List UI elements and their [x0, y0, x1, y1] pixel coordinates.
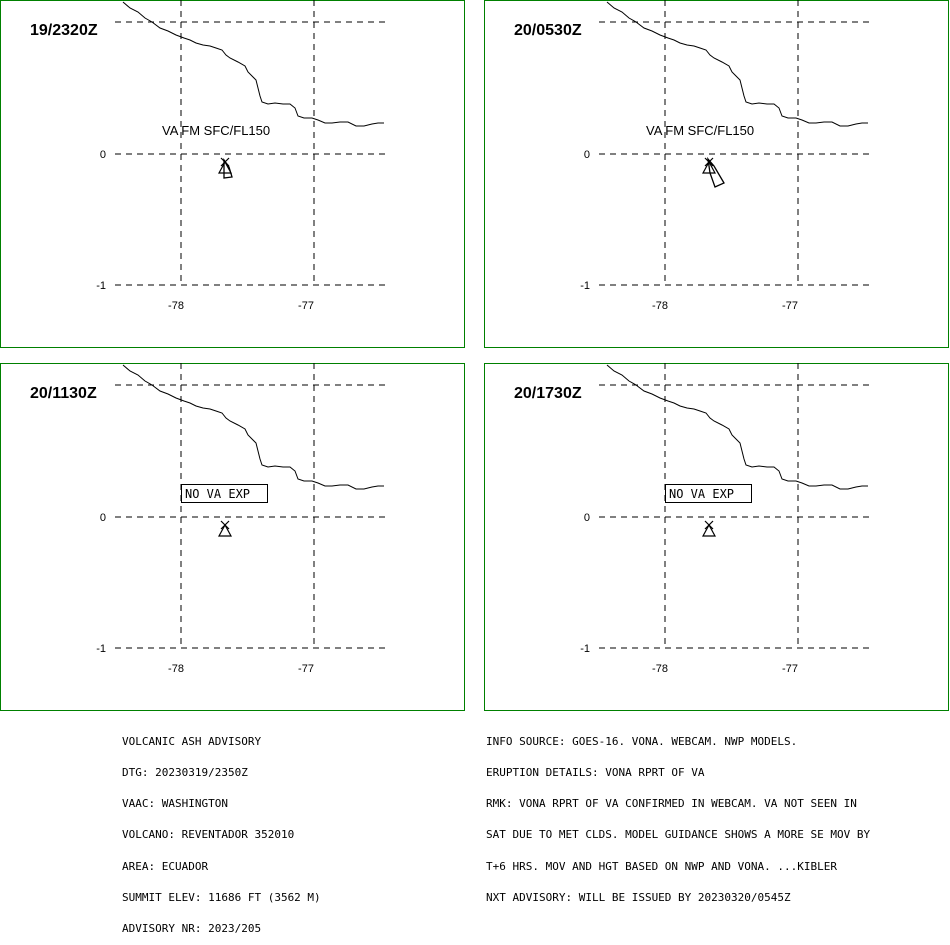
map-panel-2: 20/0530Z VA FM SFC/FL150 0 -1 -78 -77 [484, 0, 949, 348]
ash-label: NO VA EXP [185, 487, 250, 501]
advisory-next: NXT ADVISORY: WILL BE ISSUED BY 20230320… [486, 890, 791, 904]
lat-label-0: 0 [100, 512, 106, 524]
ash-label: NO VA EXP [669, 487, 734, 501]
valid-time: 19/2320Z [30, 22, 98, 39]
panel-frame [484, 363, 949, 711]
valid-time: 20/0530Z [514, 22, 582, 39]
advisory-details-block: INFO SOURCE: GOES-16. VONA. WEBCAM. NWP … [486, 716, 870, 914]
valid-time: 20/1130Z [30, 385, 97, 402]
volcano-icon [701, 520, 717, 537]
advisory-remarks-line-3: T+6 HRS. MOV AND HGT BASED ON NWP AND VO… [486, 859, 837, 873]
advisory-area: AREA: ECUADOR [122, 859, 209, 873]
ash-cloud-polygon [223, 157, 233, 179]
advisory-title: VOLCANIC ASH ADVISORY [122, 734, 262, 748]
advisory-number: ADVISORY NR: 2023/205 [122, 922, 262, 936]
lat-label-1: -1 [580, 280, 590, 292]
lat-label-1: -1 [96, 643, 106, 655]
grid-lines [115, 0, 385, 286]
panel-frame [484, 0, 949, 348]
ash-label: VA FM SFC/FL150 [162, 123, 270, 138]
ash-label: VA FM SFC/FL150 [646, 123, 754, 138]
grid-lines [599, 363, 869, 649]
grid-lines [599, 0, 869, 286]
advisory-dtg: DTG: 20230319/2350Z [122, 766, 248, 780]
advisory-remarks-line-2: SAT DUE TO MET CLDS. MODEL GUIDANCE SHOW… [486, 828, 871, 842]
ash-cloud-polygon [707, 156, 725, 188]
advisory-volcano: VOLCANO: REVENTADOR 352010 [122, 828, 295, 842]
lon-label-77: -77 [298, 300, 314, 312]
volcano-icon [217, 520, 233, 537]
lat-label-0: 0 [584, 512, 590, 524]
map-panel-1: 19/2320Z VA FM SFC/FL150 0 -1 -78 -77 [0, 0, 465, 348]
lat-label-1: -1 [580, 643, 590, 655]
map-panel-4: 20/1730Z NO VA EXP 0 -1 -78 -77 [484, 363, 949, 711]
lat-label-0: 0 [584, 149, 590, 161]
lon-label-78: -78 [168, 300, 184, 312]
ash-label-box [665, 484, 752, 503]
lon-label-78: -78 [652, 663, 668, 675]
coastline [606, 1, 868, 127]
volcano-icon [217, 157, 233, 174]
lon-label-78: -78 [652, 300, 668, 312]
panel-frame [0, 0, 465, 348]
coastline [122, 364, 384, 490]
advisory-summit-elev: SUMMIT ELEV: 11686 FT (3562 M) [122, 890, 321, 904]
advisory-header-block: VOLCANIC ASH ADVISORY DTG: 20230319/2350… [122, 716, 321, 945]
coastline [606, 364, 868, 490]
map-panel-3: 20/1130Z NO VA EXP 0 -1 -78 -77 [0, 363, 465, 711]
advisory-remarks-line-1: RMK: VONA RPRT OF VA CONFIRMED IN WEBCAM… [486, 797, 857, 811]
ash-label-box [181, 484, 268, 503]
panel-frame [0, 363, 465, 711]
lat-label-0: 0 [100, 149, 106, 161]
lon-label-78: -78 [168, 663, 184, 675]
lon-label-77: -77 [298, 663, 314, 675]
advisory-info-source: INFO SOURCE: GOES-16. VONA. WEBCAM. NWP … [486, 734, 798, 748]
lat-label-1: -1 [96, 280, 106, 292]
advisory-eruption-details: ERUPTION DETAILS: VONA RPRT OF VA [486, 766, 705, 780]
grid-lines [115, 363, 385, 649]
advisory-vaac: VAAC: WASHINGTON [122, 797, 228, 811]
lon-label-77: -77 [782, 663, 798, 675]
lon-label-77: -77 [782, 300, 798, 312]
coastline [122, 1, 384, 127]
valid-time: 20/1730Z [514, 385, 582, 402]
